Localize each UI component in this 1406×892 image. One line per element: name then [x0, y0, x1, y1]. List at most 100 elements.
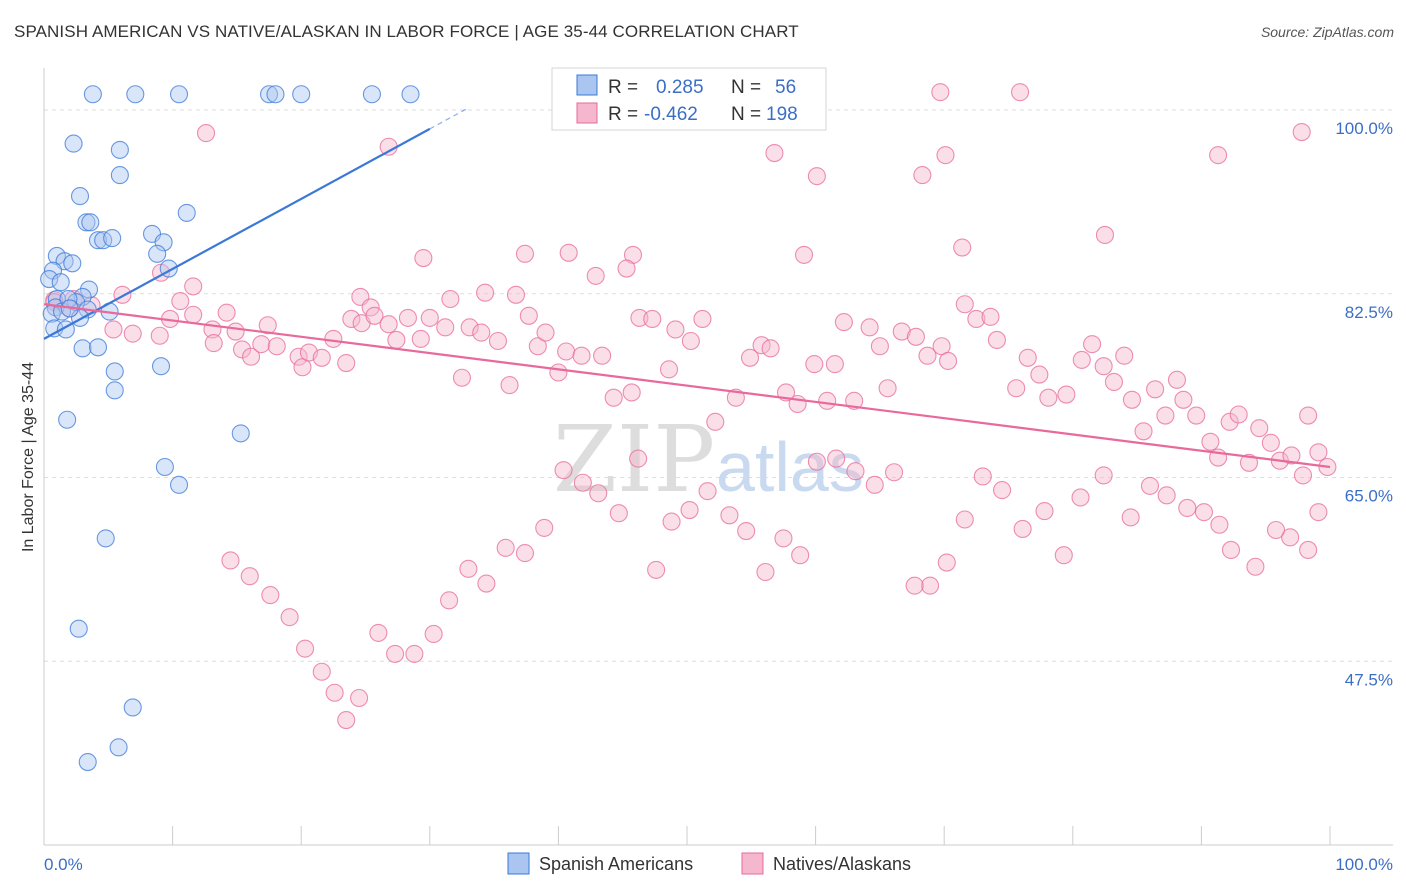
native-alaskan-point	[1174, 390, 1193, 409]
native-alaskan-point	[241, 347, 261, 366]
native-alaskan-point	[807, 452, 826, 471]
spanish-american-point	[105, 362, 124, 381]
native-alaskan-point	[630, 308, 649, 327]
native-alaskan-point	[693, 309, 712, 329]
spanish-american-point	[151, 357, 171, 376]
native-alaskan-point	[589, 484, 608, 503]
native-alaskan-point	[1072, 350, 1091, 369]
watermark-atlas: atlas	[716, 428, 864, 506]
bottom-legend-label-1: Spanish Americans	[539, 854, 693, 874]
native-alaskan-point	[440, 591, 459, 610]
native-alaskan-point	[593, 346, 612, 365]
spanish-american-point	[126, 85, 145, 104]
native-alaskan-point	[1018, 348, 1037, 367]
native-alaskan-point	[424, 624, 443, 644]
native-alaskan-point	[865, 475, 884, 494]
native-alaskan-point	[506, 285, 526, 304]
spanish-american-point	[292, 85, 311, 104]
native-alaskan-point	[659, 360, 679, 379]
native-alaskan-point	[1194, 503, 1214, 522]
spanish-american-point	[58, 410, 77, 429]
x-tick-label-min: 0.0%	[44, 855, 83, 874]
native-alaskan-point	[981, 307, 1000, 326]
chart-source: Source: ZipAtlas.com	[1260, 24, 1394, 40]
native-alaskan-point	[477, 574, 496, 593]
native-alaskan-point	[1035, 502, 1054, 521]
native-alaskan-point	[472, 323, 491, 342]
native-alaskan-point	[460, 318, 479, 337]
native-alaskan-point	[1210, 515, 1229, 534]
native-alaskan-point	[622, 383, 641, 402]
native-alaskan-point	[993, 481, 1012, 500]
native-alaskan-point	[1309, 503, 1328, 522]
spanish-american-point	[81, 213, 100, 232]
native-alaskan-point	[184, 277, 203, 296]
spanish-american-point	[88, 338, 108, 357]
native-alaskan-point	[325, 683, 344, 702]
y-tick-label: 82.5%	[1345, 303, 1393, 322]
native-alaskan-point	[791, 546, 810, 565]
spanish-american-point	[69, 619, 88, 638]
native-alaskan-point	[834, 313, 853, 332]
chart-title: SPANISH AMERICAN VS NATIVE/ALASKAN IN LA…	[14, 22, 799, 41]
native-alaskan-point	[1007, 379, 1026, 398]
native-alaskan-point	[296, 639, 315, 658]
native-alaskan-point	[519, 306, 538, 325]
native-alaskan-point	[196, 124, 216, 143]
spanish-american-point	[96, 529, 115, 548]
native-alaskan-point	[496, 538, 515, 557]
spanish-american-point	[169, 475, 189, 494]
legend-n-value-1: 56	[775, 77, 796, 98]
spanish-american-point	[401, 85, 420, 104]
native-alaskan-point	[825, 355, 844, 374]
native-alaskan-point	[1266, 520, 1286, 540]
spanish-american-point	[83, 85, 102, 104]
native-alaskan-point	[221, 551, 240, 570]
spanish-american-point	[78, 752, 97, 772]
native-alaskan-point	[405, 644, 424, 663]
native-alaskan-point	[1122, 390, 1142, 409]
native-alaskan-point	[312, 662, 331, 681]
native-alaskan-point	[643, 309, 662, 329]
native-alaskan-point	[1220, 412, 1239, 431]
native-alaskan-point	[342, 309, 361, 329]
native-alaskan-point	[1221, 540, 1241, 560]
native-alaskan-point	[953, 238, 972, 257]
native-alaskan-point	[441, 289, 460, 309]
native-alaskan-point	[572, 346, 591, 365]
native-alaskan-point	[609, 504, 628, 523]
y-tick-label: 100.0%	[1335, 119, 1393, 138]
native-alaskan-trendline	[43, 303, 1331, 469]
native-alaskan-point	[420, 308, 439, 327]
native-alaskan-point	[818, 391, 837, 410]
native-alaskan-point	[369, 623, 388, 642]
native-alaskan-point	[379, 315, 398, 334]
y-tick-label: 47.5%	[1345, 670, 1393, 689]
native-alaskan-point	[586, 266, 605, 285]
native-alaskan-point	[647, 560, 666, 579]
native-alaskan-point	[805, 355, 824, 374]
native-alaskan-point	[554, 461, 573, 480]
spanish-american-point	[51, 273, 70, 292]
native-alaskan-point	[337, 710, 356, 730]
native-alaskan-point	[559, 243, 578, 262]
spanish-american-point	[362, 85, 381, 104]
native-alaskan-point	[1083, 335, 1102, 354]
native-alaskan-point	[1039, 388, 1058, 407]
native-alaskan-point	[765, 144, 784, 163]
native-alaskan-point	[918, 346, 937, 365]
native-alaskan-point	[398, 308, 417, 327]
native-alaskan-point	[617, 259, 636, 278]
native-alaskan-point	[1239, 453, 1259, 472]
native-alaskan-point	[955, 295, 974, 314]
spanish-american-point	[79, 280, 99, 299]
native-alaskan-point	[536, 323, 555, 342]
spanish-american-point	[154, 233, 173, 252]
native-alaskan-point	[604, 388, 623, 407]
native-alaskan-point	[870, 337, 889, 356]
native-alaskan-point	[807, 167, 826, 186]
native-alaskan-point	[515, 544, 535, 563]
native-alaskan-point	[1013, 519, 1032, 539]
y-axis-label: In Labor Force | Age 35-44	[20, 362, 37, 552]
